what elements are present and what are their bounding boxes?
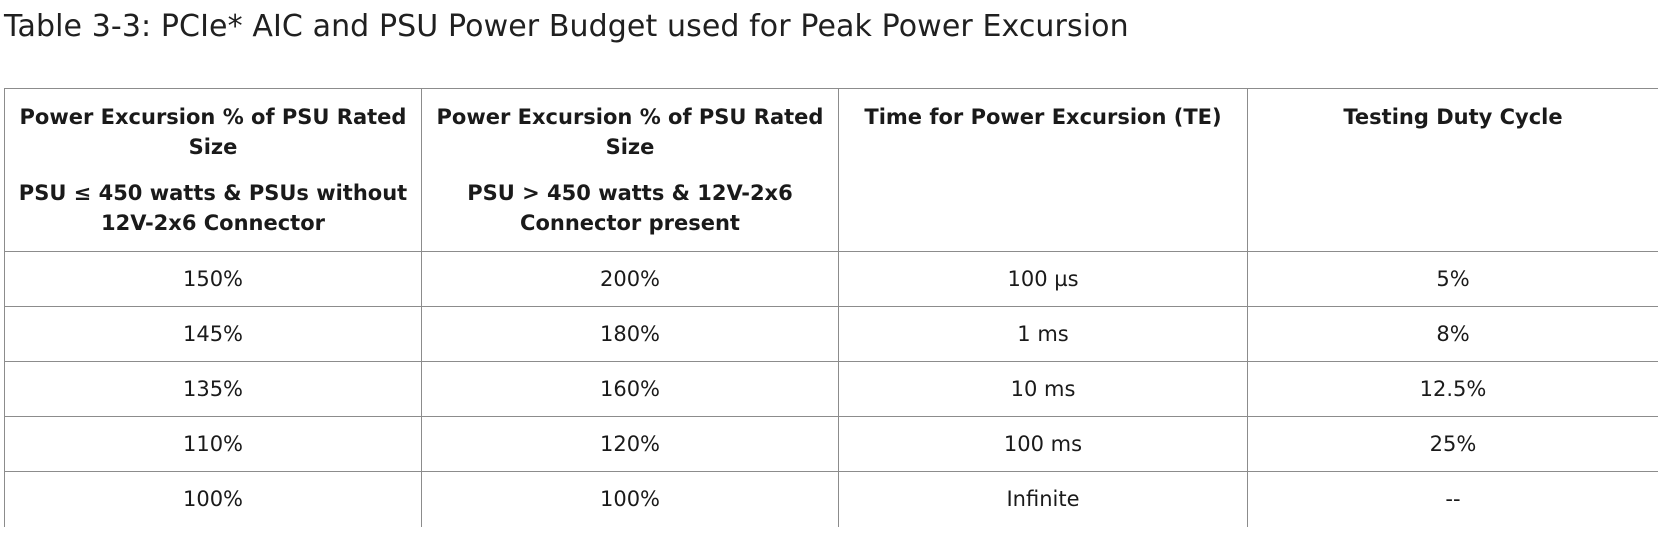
- table-cell: 135%: [4, 361, 422, 417]
- table-cell: 100%: [421, 471, 839, 527]
- table-cell: 100%: [4, 471, 422, 527]
- table-row: 100% 100% Infinite --: [4, 471, 1658, 527]
- header-sub-text: PSU ≤ 450 watts & PSUs without 12V-2x6 C…: [18, 181, 408, 235]
- table-caption: Table 3-3: PCIe* AIC and PSU Power Budge…: [4, 9, 1129, 44]
- header-main-text: Power Excursion % of PSU Rated Size: [19, 105, 407, 159]
- table-cell: 145%: [4, 306, 422, 362]
- power-budget-table-container: Power Excursion % of PSU Rated Size PSU …: [4, 88, 1658, 538]
- table-cell: 1 ms: [838, 306, 1248, 362]
- table-cell: 150%: [4, 251, 422, 307]
- table-row: 150% 200% 100 µs 5%: [4, 251, 1658, 307]
- table-cell: 8%: [1247, 306, 1658, 362]
- table-row: 145% 180% 1 ms 8%: [4, 306, 1658, 362]
- header-main-text: Testing Duty Cycle: [1343, 105, 1563, 129]
- table-cell: 200%: [421, 251, 839, 307]
- table-cell: 120%: [421, 416, 839, 472]
- table-cell: 110%: [4, 416, 422, 472]
- header-time-excursion: Time for Power Excursion (TE): [838, 88, 1248, 252]
- header-psu-gt-450: Power Excursion % of PSU Rated Size PSU …: [421, 88, 839, 252]
- header-duty-cycle: Testing Duty Cycle: [1247, 88, 1658, 252]
- table-cell: --: [1247, 471, 1658, 527]
- table-cell: 100 ms: [838, 416, 1248, 472]
- header-main-text: Time for Power Excursion (TE): [864, 105, 1222, 129]
- table-cell: 180%: [421, 306, 839, 362]
- table-cell: 25%: [1247, 416, 1658, 472]
- header-main-text: Power Excursion % of PSU Rated Size: [436, 105, 824, 159]
- table-cell: 5%: [1247, 251, 1658, 307]
- table-cell: 10 ms: [838, 361, 1248, 417]
- table-cell: Infinite: [838, 471, 1248, 527]
- table-cell: 100 µs: [838, 251, 1248, 307]
- table-cell: 12.5%: [1247, 361, 1658, 417]
- power-budget-table: Power Excursion % of PSU Rated Size PSU …: [4, 88, 1658, 527]
- table-row: 135% 160% 10 ms 12.5%: [4, 361, 1658, 417]
- table-row: 110% 120% 100 ms 25%: [4, 416, 1658, 472]
- header-sub-text: PSU > 450 watts & 12V-2x6 Connector pres…: [467, 181, 793, 235]
- header-psu-le-450: Power Excursion % of PSU Rated Size PSU …: [4, 88, 422, 252]
- table-cell: 160%: [421, 361, 839, 417]
- table-header-row: Power Excursion % of PSU Rated Size PSU …: [4, 88, 1658, 252]
